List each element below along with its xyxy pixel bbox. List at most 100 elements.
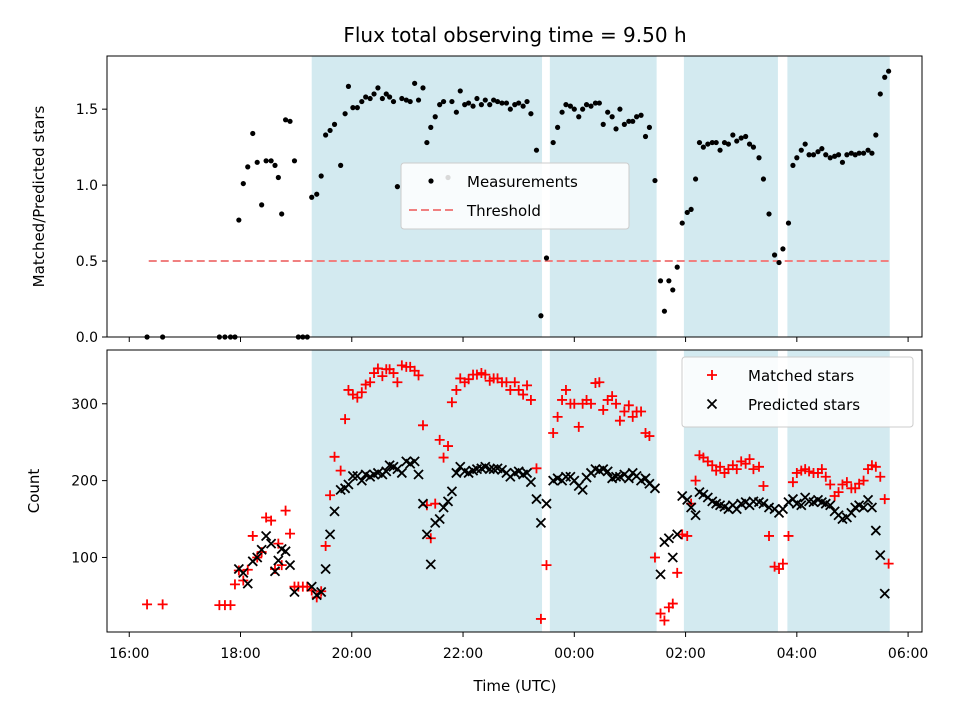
data-point [777,503,789,515]
data-point [323,132,329,138]
data-point [626,118,632,124]
data-point [345,83,352,89]
data-point [638,112,644,118]
bottom-shaded-interval [311,350,543,632]
data-point [513,466,524,477]
data-point [311,589,322,601]
data-point [496,464,508,476]
data-point [273,538,284,549]
data-point [535,517,547,529]
data-point [611,398,622,409]
data-point [488,463,499,475]
data-point [548,427,559,438]
data-point [870,461,881,472]
data-point [236,217,242,223]
data-point [438,502,449,513]
top-axes-frame [106,55,923,338]
data-point [555,124,561,130]
legend-label: Predicted stars [748,396,860,414]
data-point [804,466,815,477]
data-point [652,177,658,184]
data-point [862,494,874,505]
data-point [709,139,715,146]
data-point [466,100,472,106]
data-point [592,100,599,106]
data-point [252,552,263,563]
data-point [787,477,798,488]
data-point [254,159,260,165]
data-point [690,475,701,486]
data-point [383,91,389,97]
y-tick-label: 100 [71,550,98,566]
data-point [512,102,518,108]
data-point [557,394,568,405]
data-point [242,564,253,575]
data-point [736,456,747,467]
x-tick-label: 16:00 [109,646,149,662]
data-point [560,471,572,482]
chart-title: Flux total observing time = 9.50 h [343,23,686,47]
data-point [685,502,697,513]
data-point [327,127,333,134]
data-point [407,98,413,105]
bottom-series-matched-stars [142,360,894,626]
data-point [354,105,360,111]
legend-box [681,356,914,428]
data-point [524,98,530,105]
data-point [672,567,683,578]
data-point [748,464,759,475]
data-point [513,384,524,395]
data-point [392,377,403,388]
data-point [273,555,284,566]
data-point [621,121,627,127]
data-point [577,484,588,495]
data-point [852,152,858,158]
x-tick-label: 22:00 [443,646,483,662]
data-point [713,139,719,146]
data-point [769,561,780,572]
data-point [796,500,807,511]
y-tick-label: 1.0 [76,178,98,194]
data-point [692,176,699,182]
data-point [238,575,249,586]
data-point [646,124,653,130]
data-point [598,404,609,415]
data-point [825,479,836,490]
data-point [356,387,367,398]
data-point [338,162,344,168]
data-point [428,124,434,130]
data-point [688,206,694,213]
data-point [272,162,278,168]
data-point [670,287,676,293]
data-point [819,146,825,152]
data-point [780,246,786,252]
data-point [533,147,540,153]
top-legend: Measurements Threshold [400,162,630,230]
data-point [471,369,482,380]
data-point [425,559,436,570]
data-point [674,264,680,270]
data-point [521,467,533,479]
data-point [858,475,869,486]
top-shaded-interval [683,56,778,337]
data-point [738,135,744,141]
data-point [567,103,574,109]
legend-marker [428,178,434,184]
data-point [677,529,688,540]
data-point [866,502,878,513]
data-point [605,109,611,115]
data-point [550,139,556,146]
data-point [356,475,367,486]
data-point [335,465,346,476]
data-point [684,209,690,216]
bottom-panel-counts: 100 200 300 16:00 18:00 20:00 22:00 00:00 02:00 0… [25,349,928,662]
x-axis-label: Time (UTC) [473,677,557,695]
data-point [619,406,630,417]
y-tick-label: 0.5 [76,254,98,270]
data-point [690,510,701,521]
data-point [875,471,886,482]
data-point [696,139,703,146]
data-point [607,391,618,402]
x-tick-label: 18:00 [220,646,260,662]
